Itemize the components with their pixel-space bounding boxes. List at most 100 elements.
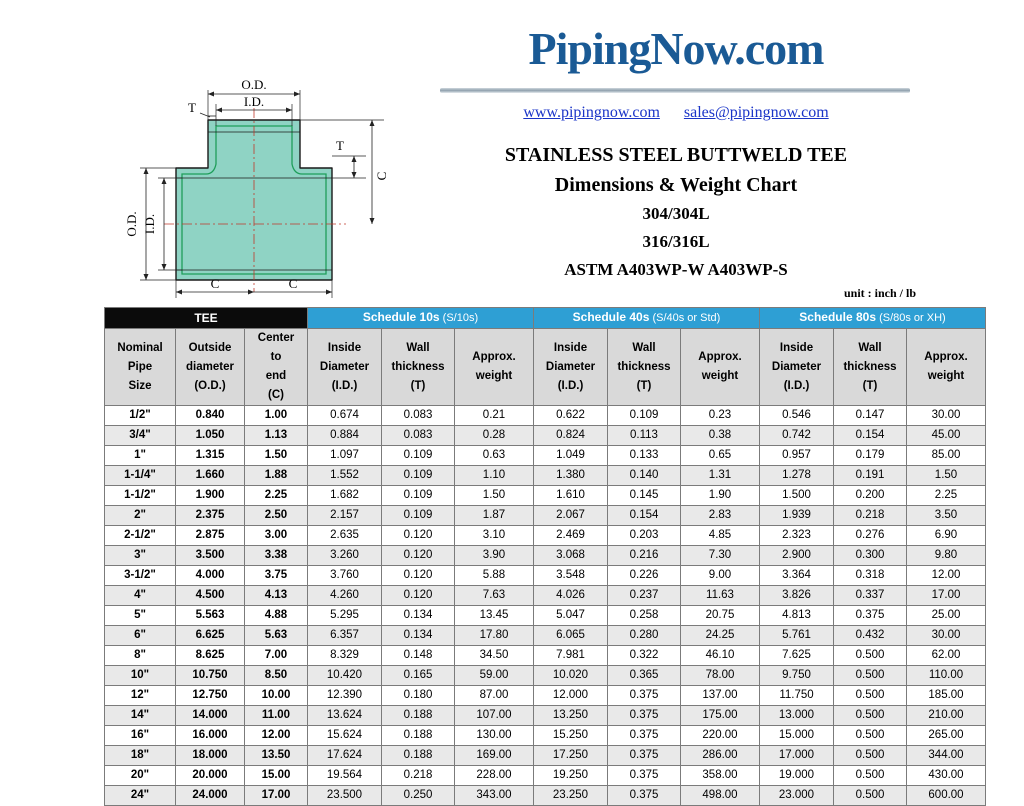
table-cell: 0.133 bbox=[607, 445, 681, 466]
table-cell: 8.329 bbox=[307, 645, 382, 666]
table-cell: 0.188 bbox=[381, 745, 455, 766]
table-cell: 0.258 bbox=[607, 605, 681, 626]
table-cell: 19.564 bbox=[307, 765, 382, 786]
label-c-branch: C bbox=[374, 172, 389, 181]
table-cell: 17.624 bbox=[307, 745, 382, 766]
table-cell: 6.065 bbox=[533, 625, 608, 646]
table-cell: 286.00 bbox=[680, 745, 760, 766]
table-cell: 228.00 bbox=[454, 765, 534, 786]
table-cell: 358.00 bbox=[680, 765, 760, 786]
table-cell: 7.30 bbox=[680, 545, 760, 566]
table-group-header-1: Schedule 10s (S/10s) bbox=[307, 307, 534, 329]
table-cell: 3.548 bbox=[533, 565, 608, 586]
table-cell: 107.00 bbox=[454, 705, 534, 726]
table-row: 5" 5.563 4.88 5.295 0.134 13.45 5.047 0.258 20.7… bbox=[104, 605, 986, 626]
grade-304: 304/304L bbox=[642, 204, 710, 223]
table-cell: 2.157 bbox=[307, 505, 382, 526]
table-group-header-0: TEE bbox=[104, 307, 308, 329]
table-cell: 130.00 bbox=[454, 725, 534, 746]
label-od-left: O.D. bbox=[124, 211, 139, 236]
table-cell: 15.000 bbox=[759, 725, 834, 746]
table-cell: 19.250 bbox=[533, 765, 608, 786]
unit-note: unit : inch / lb bbox=[843, 286, 916, 300]
table-cell: 1.660 bbox=[175, 465, 245, 486]
table-cell: 0.120 bbox=[381, 585, 455, 606]
table-cell: 0.113 bbox=[607, 425, 681, 446]
table-cell: 18.000 bbox=[175, 745, 245, 766]
table-cell: 11.750 bbox=[759, 685, 834, 706]
table-cell: 0.188 bbox=[381, 705, 455, 726]
table-cell: 10.00 bbox=[244, 685, 308, 706]
table-cell: 0.154 bbox=[833, 425, 907, 446]
table-cell: 2.50 bbox=[244, 505, 308, 526]
table-row: 1-1/2" 1.900 2.25 1.682 0.109 1.50 1.610 0.145 1… bbox=[104, 485, 986, 506]
email-link[interactable]: sales@pipingnow.com bbox=[683, 104, 829, 121]
table-cell: 1.50 bbox=[906, 465, 986, 486]
table-cell: 0.200 bbox=[833, 485, 907, 506]
table-cell: 12.00 bbox=[244, 725, 308, 746]
table-cell: 0.109 bbox=[381, 505, 455, 526]
table-row: 24" 24.000 17.00 23.500 0.250 343.00 23.250 0.3… bbox=[104, 785, 986, 806]
table-cell: 3" bbox=[104, 545, 176, 566]
table-cell: 0.109 bbox=[607, 405, 681, 426]
table-cell: 0.120 bbox=[381, 545, 455, 566]
table-cell: 0.500 bbox=[833, 725, 907, 746]
table-cell: 1.500 bbox=[759, 485, 834, 506]
table-cell: 30.00 bbox=[906, 405, 986, 426]
table-cell: 3.500 bbox=[175, 545, 245, 566]
table-row: 1" 1.315 1.50 1.097 0.109 0.63 1.049 0.133 0.65 0… bbox=[104, 445, 986, 466]
table-cell: 1-1/2" bbox=[104, 485, 176, 506]
table-cell: 0.375 bbox=[607, 685, 681, 706]
table-cell: 10.420 bbox=[307, 665, 382, 686]
table-cell: 1.610 bbox=[533, 485, 608, 506]
table-cell: 1.315 bbox=[175, 445, 245, 466]
brand-title: PipingNow.com bbox=[528, 23, 825, 74]
table-column-header-8: Approx. weight bbox=[680, 328, 760, 406]
table-cell: 8" bbox=[104, 645, 176, 666]
table-cell: 5.047 bbox=[533, 605, 608, 626]
brand-divider-bar bbox=[440, 88, 910, 93]
table-cell: 0.38 bbox=[680, 425, 760, 446]
table-cell: 0.500 bbox=[833, 645, 907, 666]
table-cell: 10.020 bbox=[533, 665, 608, 686]
table-cell: 344.00 bbox=[906, 745, 986, 766]
table-cell: 17.00 bbox=[244, 785, 308, 806]
table-cell: 0.191 bbox=[833, 465, 907, 486]
table-cell: 17.000 bbox=[759, 745, 834, 766]
table-cell: 0.337 bbox=[833, 585, 907, 606]
table-cell: 12" bbox=[104, 685, 176, 706]
label-id-top: I.D. bbox=[244, 94, 264, 109]
table-cell: 2-1/2" bbox=[104, 525, 176, 546]
table-cell: 0.63 bbox=[454, 445, 534, 466]
table-cell: 24.000 bbox=[175, 785, 245, 806]
table-cell: 2.25 bbox=[906, 485, 986, 506]
table-cell: 0.375 bbox=[607, 705, 681, 726]
table-cell: 0.218 bbox=[381, 765, 455, 786]
table-cell: 1.13 bbox=[244, 425, 308, 446]
table-cell: 6" bbox=[104, 625, 176, 646]
table-cell: 13.50 bbox=[244, 745, 308, 766]
table-cell: 0.083 bbox=[381, 425, 455, 446]
table-cell: 7.625 bbox=[759, 645, 834, 666]
table-cell: 0.840 bbox=[175, 405, 245, 426]
table-row: 16" 16.000 12.00 15.624 0.188 130.00 15.250 0.3… bbox=[104, 725, 986, 746]
table-cell: 2" bbox=[104, 505, 176, 526]
table-cell: 7.63 bbox=[454, 585, 534, 606]
table-cell: 25.00 bbox=[906, 605, 986, 626]
table-cell: 1.682 bbox=[307, 485, 382, 506]
website-link[interactable]: www.pipingnow.com bbox=[523, 104, 660, 121]
table-cell: 10.750 bbox=[175, 665, 245, 686]
table-column-header-1: Outside diameter (O.D.) bbox=[175, 328, 245, 406]
table-cell: 0.218 bbox=[833, 505, 907, 526]
table-cell: 175.00 bbox=[680, 705, 760, 726]
table-cell: 6.357 bbox=[307, 625, 382, 646]
table-cell: 12.000 bbox=[533, 685, 608, 706]
table-cell: 9.80 bbox=[906, 545, 986, 566]
table-cell: 13.45 bbox=[454, 605, 534, 626]
table-cell: 4.026 bbox=[533, 585, 608, 606]
label-c-right: C bbox=[289, 276, 298, 291]
tee-drawing-svg: O.D. I.D. T T C bbox=[124, 77, 389, 298]
table-cell: 13.250 bbox=[533, 705, 608, 726]
table-cell: 0.165 bbox=[381, 665, 455, 686]
table-cell: 12.750 bbox=[175, 685, 245, 706]
